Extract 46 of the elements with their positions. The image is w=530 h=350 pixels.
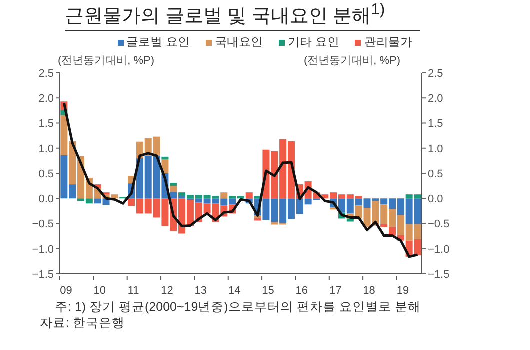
x-tick-label: 19	[396, 285, 410, 297]
x-tick-label: 10	[94, 285, 106, 297]
bar	[162, 156, 169, 160]
x-tick-label: 17	[329, 285, 342, 297]
y2-axis-title: (전년동기대비, %P)	[304, 54, 401, 68]
y-tick-label: 2.5	[38, 68, 54, 80]
x-tick-label: 16	[296, 285, 308, 297]
x-tick-label: 09	[60, 285, 72, 297]
chart-title: 근원물가의 글로벌 및 국내요인 분해$^{1)}$	[65, 2, 386, 28]
y-tick-label: −0.5	[32, 218, 54, 231]
x-tick-label: 14	[228, 285, 241, 297]
y2-tick-label: 0.0	[428, 194, 444, 206]
y2-tick-label: 2.0	[428, 93, 444, 106]
bar	[254, 218, 262, 221]
x-tick-label: 12	[161, 285, 174, 297]
y2-tick-label: −1.0	[428, 244, 450, 256]
text: 주: 1) 장기 평균(2000~19년중)으로부터의 편차를 요인별로 분해	[55, 300, 421, 314]
legend-label: 기타 요인	[288, 34, 340, 51]
y-axis-title: (전년동기대비, %P)	[58, 54, 155, 68]
bar	[380, 224, 388, 228]
y2-tick-label: −1.5	[428, 268, 450, 281]
y2-tick-label: 0.5	[428, 168, 444, 180]
x-tick-label: 13	[194, 285, 208, 297]
text: 자료: 한국은행	[40, 316, 125, 330]
y2-tick-label: 1.5	[428, 118, 444, 130]
x-tick-label: 15	[262, 285, 274, 297]
y2-tick-label: 1.0	[428, 143, 444, 156]
bar	[170, 183, 178, 186]
y-tick-label: 0.0	[38, 194, 54, 206]
legend-label: 글로벌 요인	[126, 34, 190, 51]
legend-label: 국내요인	[215, 34, 263, 51]
bar	[220, 192, 228, 199]
y-tick-label: 1.0	[38, 143, 54, 156]
bar	[170, 186, 178, 192]
y-tick-label: 0.5	[38, 168, 54, 180]
y-tick-label: −1.0	[32, 244, 54, 256]
x-tick-label: 18	[363, 285, 376, 297]
y-tick-label: −1.5	[32, 268, 54, 281]
y-tick-label: 2.0	[38, 93, 54, 106]
line-series	[62, 102, 420, 258]
x-tick-label: 11	[128, 285, 140, 297]
bar	[246, 192, 253, 199]
y2-tick-label: −0.5	[428, 218, 450, 231]
legend-label: 관리물가	[364, 34, 412, 51]
y2-tick-label: 2.5	[428, 68, 444, 80]
y-tick-label: 1.5	[38, 118, 54, 130]
